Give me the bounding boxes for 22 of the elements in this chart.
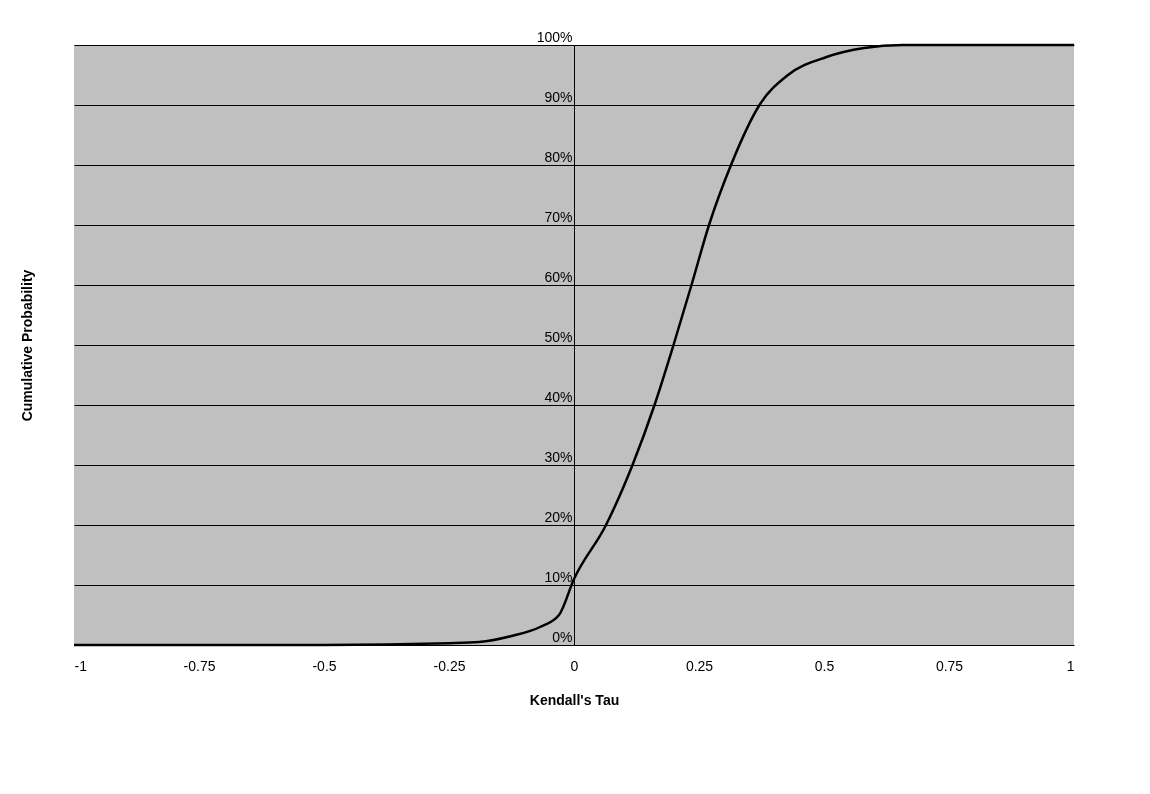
x-tick-label: -1 (74, 657, 88, 674)
y-tick-label: 60% (544, 268, 573, 285)
x-tick-label: 0 (570, 657, 579, 674)
y-tick-label: 90% (544, 88, 573, 105)
y-tick-label: 70% (544, 208, 573, 225)
x-tick-label: -0.25 (433, 657, 466, 674)
x-tick-label: 1 (1066, 657, 1075, 674)
y-axis-title: Cumulative Probability (18, 269, 35, 422)
x-tick-label: 0.75 (935, 657, 964, 674)
x-tick-label: 0.5 (814, 657, 835, 674)
x-axis-title: Kendall's Tau (529, 691, 620, 708)
x-tick-label: 0.25 (685, 657, 714, 674)
y-tick-label: 30% (544, 448, 573, 465)
y-tick-label: 80% (544, 148, 573, 165)
y-tick-label: 40% (544, 388, 573, 405)
x-tick-label: -0.5 (312, 657, 337, 674)
y-tick-label: 20% (544, 508, 573, 525)
x-tick-label: -0.75 (183, 657, 216, 674)
y-tick-label: 100% (536, 28, 573, 45)
y-tick-label: 50% (544, 328, 573, 345)
y-tick-label: 0% (552, 628, 573, 645)
y-tick-label: 10% (544, 568, 573, 585)
